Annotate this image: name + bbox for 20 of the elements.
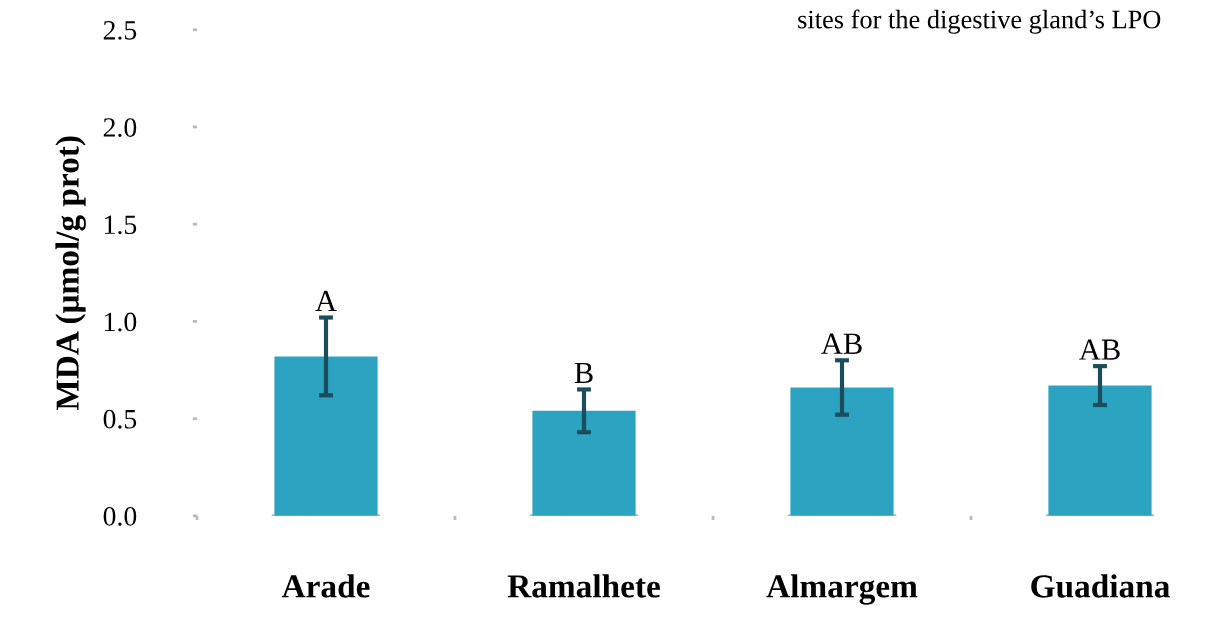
y-tick-label: 2.5 xyxy=(103,21,137,40)
bar xyxy=(532,410,636,516)
y-axis-title: MDA (μmol/g prot) xyxy=(55,136,86,411)
annotation: sites for the digestive gland’s LPO xyxy=(798,9,1161,34)
bar xyxy=(274,356,378,516)
x-tick-label: Almargem xyxy=(766,574,918,605)
y-tick-label: 1.5 xyxy=(105,215,137,235)
annotation: AB xyxy=(1079,339,1120,360)
x-tick-label: Arade xyxy=(281,574,370,598)
y-tick-label: 2.0 xyxy=(103,118,137,138)
annotation: A xyxy=(315,290,337,312)
y-tick-label: 0.0 xyxy=(103,507,137,526)
bar xyxy=(1048,385,1152,516)
x-tick-label: Ramalhete xyxy=(507,574,660,598)
x-tick-label: Guadiana xyxy=(1031,574,1170,598)
annotation: B xyxy=(574,362,593,384)
y-tick-label: 1.0 xyxy=(105,312,137,332)
y-tick-label: 0.5 xyxy=(103,409,137,429)
bar xyxy=(790,387,894,516)
annotation: AB xyxy=(821,333,862,354)
